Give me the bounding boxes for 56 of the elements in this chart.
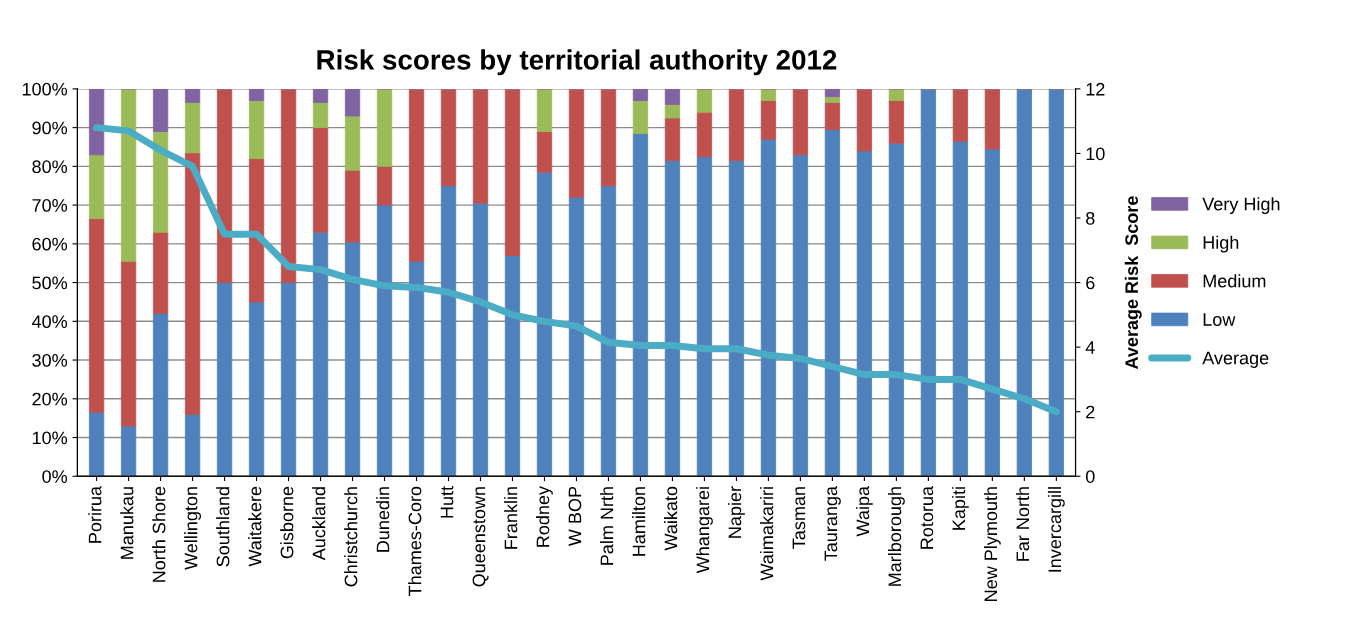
y-tick-label: 0% — [42, 470, 68, 483]
x-tick-label: Hamilton — [632, 487, 646, 556]
x-tick-label: Tauranga — [824, 485, 841, 561]
x-tick-label: Far North — [1015, 487, 1030, 561]
legend-label: Average — [1202, 351, 1269, 368]
x-tick-label: North Shore — [152, 486, 166, 582]
y2-axis-title: Average Risk Score — [1124, 196, 1142, 370]
x-tick-label: Marlborough — [887, 487, 905, 586]
x-tick-label: Tasman — [792, 487, 806, 549]
legend-label: Very High — [1202, 197, 1280, 214]
y-tick-label: 70% — [32, 199, 68, 212]
x-tick-label: Manukau — [120, 487, 134, 559]
y-tick-label: 40% — [31, 315, 68, 329]
x-tick-label: Queenstown — [472, 487, 489, 587]
x-tick-label: Rodney — [536, 486, 553, 547]
x-tick-label: Waimakariri — [760, 487, 774, 581]
y-tick-label: 60% — [32, 237, 68, 251]
x-tick-label: Gisborne — [280, 486, 294, 559]
x-tick-label: Waipa — [855, 485, 873, 537]
x-tick-label: Christchurch — [344, 487, 358, 587]
y-tick-label: 30% — [32, 353, 68, 367]
y2-tick-label: 8 — [1086, 211, 1095, 225]
y-tick-label: 20% — [32, 392, 68, 406]
y-tick-label: 10% — [32, 431, 68, 445]
x-tick-label: Invercargill — [1047, 487, 1065, 572]
legend-label: Low — [1203, 313, 1236, 326]
y2-tick-label: 2 — [1086, 405, 1095, 419]
x-tick-label: Wellington — [184, 487, 201, 570]
y-tick-label: 80% — [32, 160, 68, 174]
x-tick-label: Auckland — [312, 487, 326, 561]
legend-label: Medium — [1203, 274, 1266, 288]
x-tick-label: Franklin — [504, 487, 518, 549]
x-tick-label: Napier — [728, 486, 745, 538]
x-tick-label: Hutt — [440, 486, 454, 518]
x-tick-label: Whangarei — [696, 487, 713, 574]
y2-tick-label: 0 — [1085, 470, 1095, 483]
x-tick-label: W BOP — [568, 486, 582, 547]
x-tick-label: Palm Nrth — [600, 487, 614, 565]
y2-tick-label: 12 — [1086, 82, 1105, 96]
y2-tick-label: 10 — [1086, 147, 1105, 161]
chart-title: Risk scores by territorial authority 2012 — [317, 49, 837, 76]
x-tick-label: Waikato — [664, 486, 678, 551]
y2-tick-label: 4 — [1085, 341, 1095, 354]
x-tick-label: Porirua — [88, 485, 102, 543]
y-tick-label: 50% — [32, 276, 68, 290]
x-tick-label: Kapiti — [951, 487, 969, 530]
y-tick-label: 90% — [32, 121, 68, 135]
legend-label: High — [1203, 235, 1239, 253]
x-tick-label: New Plymouth — [983, 487, 1001, 601]
y2-tick-label: 6 — [1086, 276, 1095, 290]
x-tick-label: Thames-Coro — [408, 486, 422, 596]
y-tick-label: 100% — [22, 82, 68, 96]
x-tick-label: Rotorua — [920, 485, 934, 549]
x-tick-label: Southland — [216, 487, 230, 567]
x-tick-label: Waitakere — [248, 486, 262, 567]
x-tick-label: Dunedin — [376, 487, 390, 552]
